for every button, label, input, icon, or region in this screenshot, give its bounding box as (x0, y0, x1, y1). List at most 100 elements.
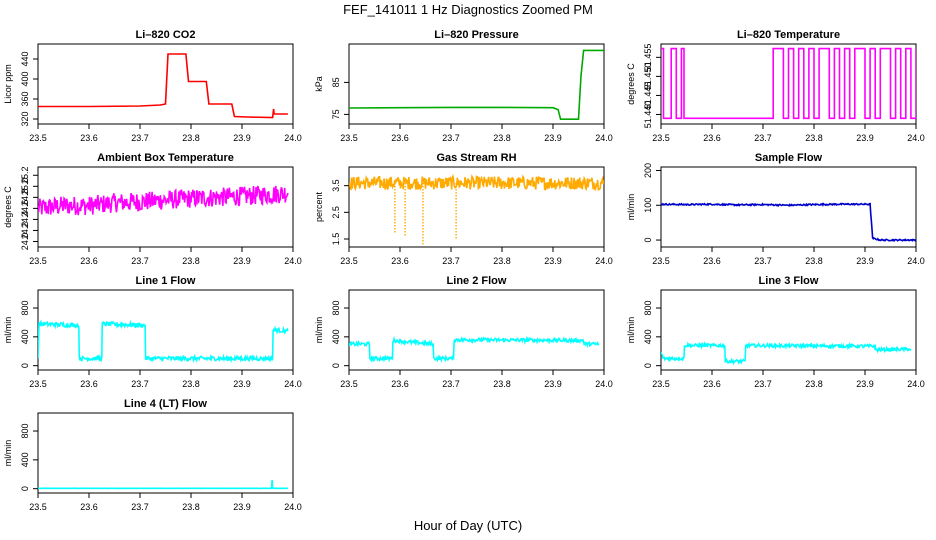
y-axis-label: degrees C (3, 186, 13, 228)
y-axis-label: percent (314, 191, 324, 222)
y-tick-label: 24.2 (20, 222, 30, 240)
panel-title: Li–820 CO2 (136, 29, 196, 41)
x-tick-label: 23.8 (182, 133, 200, 143)
y-tick-label: 24.0 (20, 233, 30, 251)
y-tick-label: 400 (643, 329, 653, 344)
y-tick-label: 51.440 (643, 101, 653, 129)
x-tick-label: 23.5 (340, 133, 358, 143)
panel-li820temp: Li–820 Temperature degrees C 23.5 23.6 23.7 2… (626, 29, 925, 143)
x-tick-label: 23.8 (493, 379, 511, 389)
series-line (38, 480, 288, 490)
panel-sampleflow: Sample Flow ml/min 23.5 23.6 23.7 23.8 23.9 24.… (626, 152, 925, 266)
x-tick-label: 23.5 (340, 379, 358, 389)
panel-frame (348, 43, 605, 125)
series-rh (349, 173, 604, 245)
series-pressure (349, 49, 604, 120)
x-tick-label: 23.7 (442, 133, 460, 143)
figure-x-axis-title: Hour of Day (UTC) (413, 518, 523, 533)
y-axis-label: degrees C (626, 63, 636, 105)
x-tick-label: 23.6 (703, 379, 721, 389)
x-tick-label: 23.5 (652, 379, 670, 389)
x-tick-label: 24.0 (907, 379, 925, 389)
y-tick-label: 75 (331, 109, 341, 119)
panel-co2: Li–820 CO2 Licor ppm 23.5 23.6 23.7 23.8 23.9 2… (3, 29, 302, 143)
y-tick-label: 0 (20, 363, 30, 368)
series-line (661, 47, 916, 120)
x-tick-label: 23.6 (391, 133, 409, 143)
y-tick-label: 800 (20, 424, 30, 439)
x-tick-label: 23.9 (856, 133, 874, 143)
y-tick-label: 440 (20, 51, 30, 66)
x-tick-label: 23.7 (442, 379, 460, 389)
panel-line1: Line 1 Flow ml/min 23.5 23.6 23.7 23.8 23.9 24.… (3, 275, 302, 389)
series-li820temp (661, 47, 916, 120)
panel-frame (37, 166, 294, 248)
x-tick-label: 23.6 (703, 256, 721, 266)
y-tick-label: 51.445 (643, 82, 653, 110)
y-axis-label: kPa (314, 76, 324, 92)
series-line2 (349, 335, 600, 364)
panel-frame (348, 289, 605, 371)
y-tick-label: 24.4 (20, 211, 30, 229)
y-tick-label: 51.450 (643, 63, 653, 91)
series-line (661, 340, 912, 366)
y-tick-label: 3.5 (331, 179, 341, 192)
x-tick-label: 24.0 (284, 379, 302, 389)
x-tick-label: 23.9 (544, 256, 562, 266)
y-tick-label: 25.2 (20, 167, 30, 185)
y-tick-label: 400 (20, 452, 30, 467)
x-tick-label: 23.8 (805, 379, 823, 389)
y-tick-label: 800 (20, 301, 30, 316)
panel-pressure: Li–820 Pressure kPa 23.5 23.6 23.7 23.8 23.9 24… (314, 29, 613, 143)
x-tick-label: 23.8 (805, 256, 823, 266)
x-tick-label: 23.7 (442, 256, 460, 266)
x-tick-label: 23.9 (233, 502, 251, 512)
y-axis-label: ml/min (314, 317, 324, 344)
x-tick-label: 23.5 (340, 256, 358, 266)
x-tick-label: 23.8 (493, 256, 511, 266)
y-axis-label: ml/min (626, 194, 636, 221)
series-line (38, 185, 289, 216)
y-tick-label: 320 (20, 111, 30, 126)
y-axis-label: ml/min (626, 317, 636, 344)
x-tick-label: 24.0 (907, 133, 925, 143)
panel-boxtemp: Ambient Box Temperature degrees C 23.5 23.6… (3, 152, 302, 266)
y-axis-label: ml/min (3, 440, 13, 467)
x-tick-label: 24.0 (284, 133, 302, 143)
series-boxtemp (38, 185, 289, 216)
panel-line3: Line 3 Flow ml/min 23.5 23.6 23.7 23.8 23.9 24.… (626, 275, 925, 389)
x-tick-label: 23.5 (29, 502, 47, 512)
panel-title: Line 2 Flow (447, 275, 507, 287)
y-tick-label: 400 (20, 329, 30, 344)
y-tick-label: 0 (643, 238, 653, 243)
x-tick-label: 23.5 (652, 133, 670, 143)
x-tick-label: 23.9 (233, 379, 251, 389)
x-tick-label: 24.0 (595, 256, 613, 266)
x-tick-label: 24.0 (284, 256, 302, 266)
series-line (38, 53, 288, 119)
y-axis-label: ml/min (3, 317, 13, 344)
panel-frame (660, 289, 917, 371)
panel-line2: Line 2 Flow ml/min 23.5 23.6 23.7 23.8 23.9 24.… (314, 275, 613, 389)
y-tick-label: 100 (643, 198, 653, 213)
series-sampleflow (661, 202, 916, 243)
x-tick-label: 23.8 (182, 502, 200, 512)
y-tick-label: 2.5 (331, 206, 341, 219)
x-tick-label: 24.0 (284, 502, 302, 512)
y-tick-label: 24.8 (20, 189, 30, 207)
x-tick-label: 23.8 (182, 256, 200, 266)
y-tick-label: 400 (331, 329, 341, 344)
panel-title: Sample Flow (755, 152, 823, 164)
series-line (349, 49, 604, 120)
x-tick-label: 23.6 (80, 133, 98, 143)
x-tick-label: 23.7 (131, 502, 149, 512)
x-tick-label: 23.6 (391, 256, 409, 266)
x-tick-label: 23.6 (703, 133, 721, 143)
y-tick-label: 1.5 (331, 233, 341, 246)
panel-line4: Line 4 (LT) Flow ml/min 23.5 23.6 23.7 23.8 23… (3, 398, 302, 512)
x-tick-label: 23.7 (131, 133, 149, 143)
x-tick-label: 23.8 (182, 379, 200, 389)
x-tick-label: 24.0 (907, 256, 925, 266)
y-tick-label: 0 (331, 363, 341, 368)
